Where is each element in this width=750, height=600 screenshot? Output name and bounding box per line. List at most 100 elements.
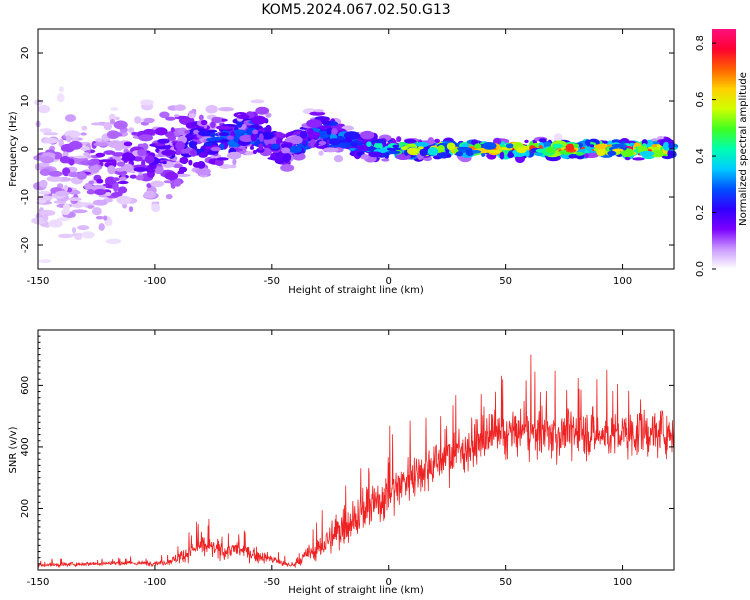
heatmap-cell <box>150 180 165 187</box>
heatmap-cell <box>205 104 218 114</box>
heatmap-cell <box>104 218 113 227</box>
colorbar-label: Normalized spectral amplitude <box>738 72 749 226</box>
heatmap-cell <box>111 159 117 168</box>
snr-x-tick-label: -100 <box>144 577 167 588</box>
heatmap-cell <box>632 157 645 161</box>
heatmap-cell <box>190 149 196 156</box>
heatmap-cell <box>165 116 176 121</box>
heatmap-cell <box>133 156 143 162</box>
heatmap-cell <box>170 127 175 133</box>
heatmap-cell <box>288 145 303 153</box>
colorbar-tick-label: 0.2 <box>695 205 706 221</box>
heatmap-cell <box>146 169 156 173</box>
heatmap-cell <box>123 141 133 147</box>
heatmap-cell <box>161 149 176 156</box>
heatmap-cell <box>93 142 109 147</box>
heatmap-cell <box>446 142 456 151</box>
heatmap-cell <box>103 150 116 155</box>
heatmap-cell <box>103 122 113 131</box>
heatmap-cell <box>174 114 180 118</box>
heatmap-cell <box>46 175 63 182</box>
heatmap-cell <box>37 104 51 114</box>
heatmap-cell <box>668 143 676 149</box>
heatmap-cell <box>71 227 77 234</box>
snr-y-label: SNR (v/v) <box>8 426 19 473</box>
heatmap-cell <box>219 132 229 137</box>
heatmap-cell <box>59 156 71 164</box>
heatmap-x-tick-label: 50 <box>499 276 512 287</box>
heatmap-cell <box>589 144 595 148</box>
heatmap-cell <box>143 190 156 199</box>
heatmap-cell <box>662 141 670 151</box>
heatmap-cell <box>575 152 584 156</box>
heatmap-cell <box>210 146 221 152</box>
heatmap-cell <box>88 180 95 185</box>
heatmap-cell <box>525 150 530 158</box>
heatmap-cell <box>76 171 87 180</box>
heatmap-cell <box>146 183 152 188</box>
heatmap-cell <box>233 129 246 134</box>
heatmap-cell <box>87 161 97 166</box>
heatmap-cell <box>115 167 126 172</box>
snr-x-tick-label: 50 <box>499 577 512 588</box>
heatmap-cell <box>280 164 295 172</box>
heatmap-cell <box>184 130 191 134</box>
heatmap-cell <box>98 223 105 231</box>
heatmap-cell <box>39 128 52 133</box>
heatmap-cell <box>174 160 181 165</box>
heatmap-cell <box>174 178 182 187</box>
heatmap-cell <box>216 157 229 161</box>
heatmap-cell <box>227 151 242 160</box>
heatmap-cell <box>59 86 64 93</box>
heatmap-cell <box>629 142 635 146</box>
heatmap-cell <box>387 150 401 155</box>
heatmap-cell <box>178 127 188 136</box>
heatmap-cell <box>314 109 325 113</box>
heatmap-cell <box>113 120 128 130</box>
heatmap-cell <box>499 151 505 160</box>
heatmap-cell <box>68 197 82 202</box>
heatmap-cell <box>71 209 88 214</box>
heatmap-y-label: Frequency (Hz) <box>8 111 19 187</box>
heatmap-cell <box>361 154 369 160</box>
heatmap-cell <box>198 151 208 158</box>
heatmap-cell <box>667 149 674 158</box>
heatmap-cell <box>68 140 83 150</box>
heatmap-cell <box>77 225 90 231</box>
snr-x-tick-label: 100 <box>613 577 632 588</box>
heatmap-cell <box>137 149 147 157</box>
heatmap-cell <box>326 126 333 135</box>
heatmap-cell <box>427 147 439 156</box>
snr-y-tick-label: 400 <box>20 437 31 456</box>
heatmap-cell <box>252 139 267 148</box>
heatmap-cell <box>596 149 606 157</box>
heatmap-cell <box>31 217 47 225</box>
heatmap-cell <box>250 146 254 150</box>
heatmap-cell <box>63 184 68 192</box>
heatmap-cell <box>573 143 579 149</box>
heatmap-cell <box>116 161 126 167</box>
heatmap-x-tick-label: 0 <box>386 276 392 287</box>
heatmap-cell <box>140 99 154 106</box>
heatmap-cell <box>344 137 352 142</box>
heatmap-cell <box>198 130 211 137</box>
heatmap-cell <box>516 147 527 154</box>
heatmap-cell <box>210 121 216 128</box>
heatmap-cell <box>461 143 470 148</box>
heatmap-cell <box>57 217 70 222</box>
heatmap-cell <box>232 158 237 166</box>
heatmap-cell <box>552 143 563 149</box>
heatmap-cell <box>255 106 270 115</box>
heatmap-cell <box>193 141 198 146</box>
heatmap-cell <box>336 142 353 149</box>
heatmap-cell <box>331 128 338 135</box>
heatmap-cell <box>280 142 293 149</box>
heatmap-cell <box>113 182 118 192</box>
heatmap-cell <box>276 137 281 146</box>
heatmap-cell <box>90 164 100 174</box>
heatmap-cell <box>128 127 135 134</box>
heatmap-cell <box>38 190 52 195</box>
heatmap-cell <box>488 149 502 154</box>
